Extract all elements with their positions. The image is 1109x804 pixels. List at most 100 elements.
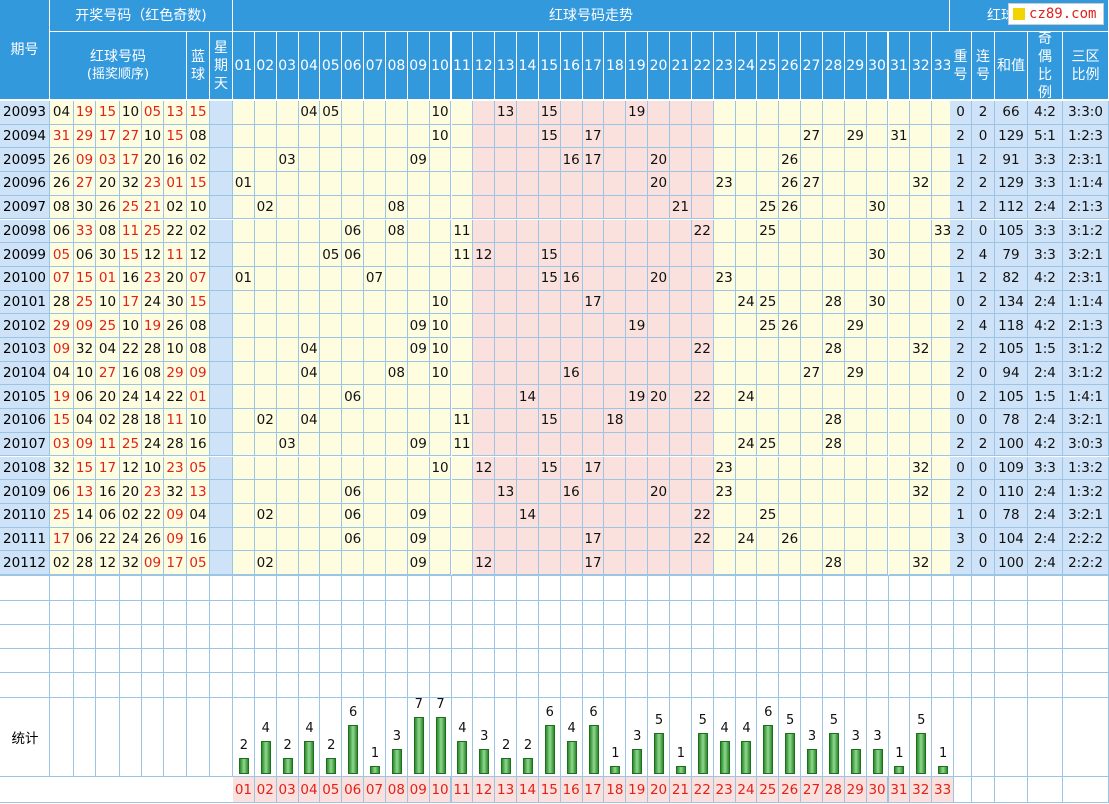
trend-cell xyxy=(407,124,430,149)
trend-cell xyxy=(670,456,692,481)
frequency-label-18: 1 xyxy=(611,745,620,761)
trend-col-header-05: 05 xyxy=(320,32,343,100)
trend-cell xyxy=(407,409,430,433)
oe-cell: 3:3 xyxy=(1028,172,1063,196)
sum-cell: 129 xyxy=(995,172,1028,196)
trend-cell xyxy=(298,195,321,220)
trend-cell xyxy=(560,243,583,267)
red-ball-cell: 32 xyxy=(164,480,187,504)
frequency-bar-09 xyxy=(413,716,424,774)
frequency-label-02: 4 xyxy=(261,721,270,737)
trend-cell xyxy=(517,314,539,338)
frequency-label-03: 2 xyxy=(283,737,292,753)
trend-cell xyxy=(254,290,277,315)
trend-cell xyxy=(779,385,802,410)
grid-line xyxy=(298,575,299,802)
bottom-number-14: 14 xyxy=(517,777,539,802)
trend-cell xyxy=(888,409,911,433)
red-ball-cell: 24 xyxy=(142,290,164,315)
trend-hit-25: 25 xyxy=(757,314,780,338)
trend-cell xyxy=(626,527,649,552)
grid-line xyxy=(0,802,1109,803)
trend-cell xyxy=(385,148,408,173)
trend-cell xyxy=(604,101,627,125)
red-ball-cell: 12 xyxy=(96,551,120,575)
trend-cell xyxy=(364,551,386,575)
trend-cell xyxy=(429,243,452,267)
trend-cell xyxy=(910,219,933,244)
trend-cell xyxy=(233,219,255,244)
trend-cell xyxy=(604,338,627,362)
trend-cell xyxy=(429,527,452,552)
trend-cell xyxy=(910,503,933,528)
trend-cell xyxy=(560,432,583,457)
trend-cell xyxy=(582,432,605,457)
trend-hit-17: 17 xyxy=(582,456,605,481)
zone-cell: 3:3:0 xyxy=(1063,101,1109,125)
trend-cell xyxy=(604,456,627,481)
sum-cell: 129 xyxy=(995,124,1028,149)
trend-cell xyxy=(801,385,823,410)
oe-cell: 2:4 xyxy=(1028,503,1063,528)
trend-cell xyxy=(254,243,277,267)
trend-cell xyxy=(429,551,452,575)
trend-cell xyxy=(364,432,386,457)
trend-cell xyxy=(670,361,692,386)
frequency-label-04: 4 xyxy=(305,721,314,737)
trend-cell xyxy=(844,243,867,267)
grid-line xyxy=(735,575,736,802)
trend-hit-28: 28 xyxy=(822,432,845,457)
trend-hit-23: 23 xyxy=(713,456,736,481)
trend-cell xyxy=(888,551,911,575)
trend-col-header-31: 31 xyxy=(888,32,911,100)
trend-hit-20: 20 xyxy=(648,480,670,504)
blue-ball-cell: 08 xyxy=(187,338,210,362)
consec-cell: 0 xyxy=(972,219,995,244)
trend-cell xyxy=(779,503,802,528)
trend-cell xyxy=(866,101,889,125)
trend-cell xyxy=(538,195,561,220)
trend-hit-32: 32 xyxy=(910,172,933,196)
trend-cell xyxy=(888,172,911,196)
red-ball-cell: 10 xyxy=(142,456,164,481)
site-logo[interactable]: cz89.com xyxy=(1008,3,1104,25)
trend-cell xyxy=(407,290,430,315)
trend-cell xyxy=(517,409,539,433)
issue-cell: 20095 xyxy=(0,148,50,173)
trend-hit-10: 10 xyxy=(429,124,452,149)
repeat-cell: 0 xyxy=(950,456,972,481)
trend-hit-04: 04 xyxy=(298,338,321,362)
grid-line xyxy=(254,575,255,802)
trend-cell xyxy=(495,361,518,386)
trend-cell xyxy=(670,290,692,315)
trend-cell xyxy=(626,432,649,457)
grid-line xyxy=(822,575,823,802)
red-ball-cell: 32 xyxy=(120,551,142,575)
trend-cell xyxy=(757,266,780,291)
red-ball-cell: 17 xyxy=(164,551,187,575)
red-ball-cell: 09 xyxy=(74,432,96,457)
trend-cell xyxy=(648,290,670,315)
trend-cell xyxy=(320,503,343,528)
trend-cell xyxy=(626,409,649,433)
trend-cell xyxy=(582,480,605,504)
trend-cell xyxy=(691,148,714,173)
trend-cell xyxy=(626,290,649,315)
trend-cell xyxy=(735,480,758,504)
trend-cell xyxy=(888,314,911,338)
trend-cell xyxy=(254,527,277,552)
sum-cell: 134 xyxy=(995,290,1028,315)
red-ball-cell: 25 xyxy=(74,290,96,315)
blue-ball-cell: 16 xyxy=(187,527,210,552)
sum-cell: 91 xyxy=(995,148,1028,173)
bottom-number-01: 01 xyxy=(233,777,255,802)
trend-cell xyxy=(626,266,649,291)
trend-col-header-26: 26 xyxy=(779,32,802,100)
trend-cell xyxy=(910,290,933,315)
zone-cell: 2:1:3 xyxy=(1063,195,1109,220)
trend-cell xyxy=(582,385,605,410)
trend-cell xyxy=(844,219,867,244)
trend-hit-08: 08 xyxy=(385,361,408,386)
red-ball-cell: 25 xyxy=(120,432,142,457)
trend-hit-30: 30 xyxy=(866,290,889,315)
